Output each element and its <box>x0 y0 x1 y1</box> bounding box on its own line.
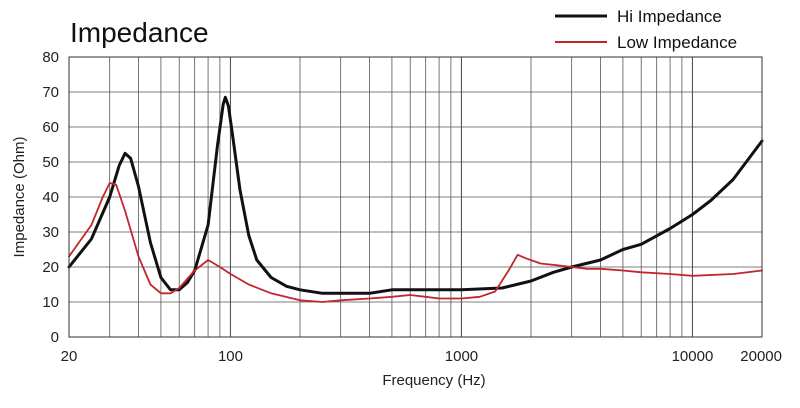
y-tick-label: 40 <box>42 189 59 206</box>
x-tick-label: 100 <box>218 348 243 365</box>
legend: Hi Impedance Low Impedance <box>555 7 737 52</box>
series-line-hi-impedance <box>67 95 764 295</box>
x-tick-label: 10000 <box>672 348 714 365</box>
x-tick-label: 20000 <box>740 348 782 365</box>
y-axis-label: Impedance (Ohm) <box>11 137 28 258</box>
x-tick-label: 1000 <box>445 348 478 365</box>
y-tick-label: 70 <box>42 84 59 101</box>
y-tick-label: 10 <box>42 294 59 311</box>
x-axis-label: Frequency (Hz) <box>382 372 485 389</box>
x-tick-labels: 20 100 1000 10000 20000 <box>61 348 782 365</box>
legend-label-hi-impedance: Hi Impedance <box>617 7 722 26</box>
series-line-low-impedance <box>68 182 763 303</box>
x-tick-label: 20 <box>61 348 78 365</box>
y-tick-label: 60 <box>42 119 59 136</box>
y-tick-labels: 0 10 20 30 40 50 60 70 80 <box>42 49 59 346</box>
y-tick-label: 30 <box>42 224 59 241</box>
chart-title: Impedance <box>70 17 209 48</box>
y-tick-label: 50 <box>42 154 59 171</box>
y-tick-label: 80 <box>42 49 59 66</box>
plot-frame <box>68 56 763 338</box>
series-layer <box>67 95 764 303</box>
y-tick-label: 20 <box>42 259 59 276</box>
legend-label-low-impedance: Low Impedance <box>617 33 737 52</box>
y-tick-label: 0 <box>51 329 59 346</box>
